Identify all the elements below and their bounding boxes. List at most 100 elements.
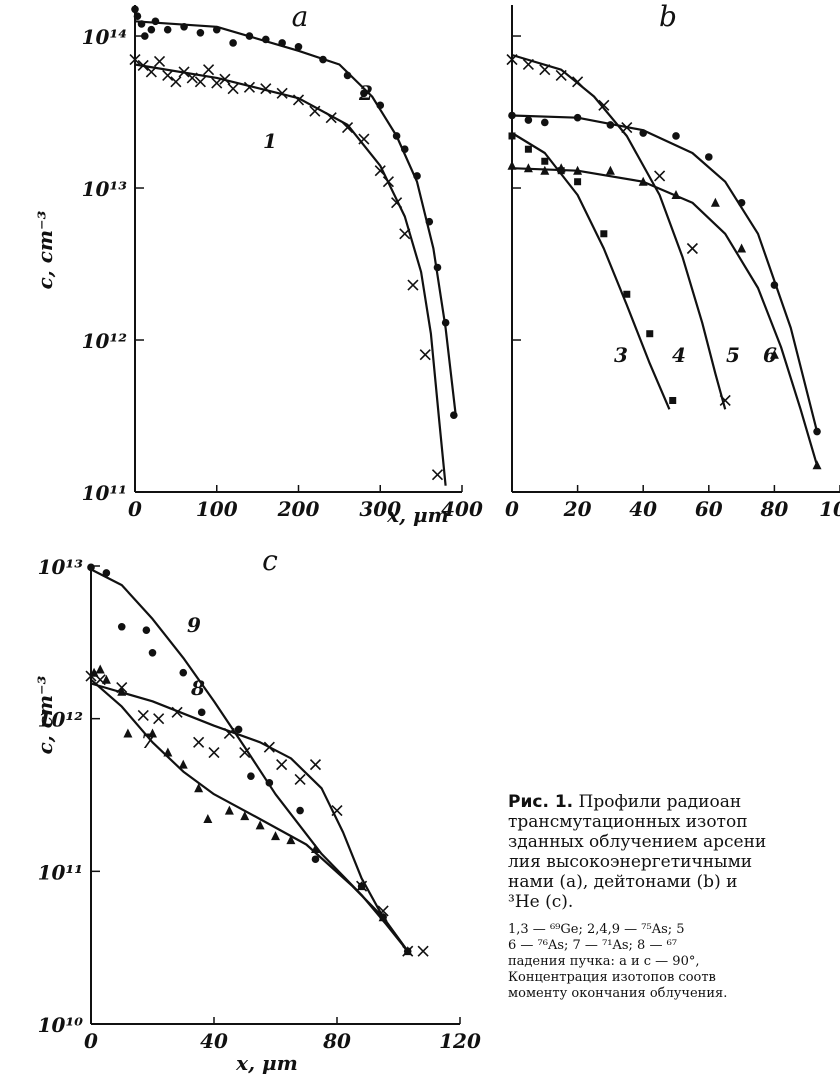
curve-2 <box>134 20 457 414</box>
data-point-5 <box>523 163 533 173</box>
data-point-1 <box>276 87 288 99</box>
data-point-2 <box>151 17 160 26</box>
data-point-8 <box>137 709 149 721</box>
data-point-9 <box>357 882 366 890</box>
x-axis-title-c: x, μm <box>235 1051 298 1075</box>
data-point-1 <box>419 349 431 361</box>
data-point-7 <box>101 674 111 684</box>
data-point-8 <box>193 736 205 748</box>
data-point-4 <box>719 394 731 407</box>
curve-8 <box>90 682 409 952</box>
data-point-4 <box>686 242 698 255</box>
curve-label-9: 9 <box>187 613 201 637</box>
data-point-6 <box>639 129 647 137</box>
data-point-1 <box>145 66 157 78</box>
data-point-4 <box>539 64 551 76</box>
data-point-5 <box>671 189 681 199</box>
data-point-6 <box>770 281 779 289</box>
data-point-7 <box>123 728 133 738</box>
data-point-4 <box>555 69 567 82</box>
x-tick-label-a: 0 <box>128 497 142 521</box>
data-point-2 <box>294 42 303 51</box>
data-point-7 <box>148 728 157 738</box>
y-tick-label-c: 10¹³ <box>38 555 84 579</box>
data-point-9 <box>87 563 95 572</box>
data-point-3 <box>623 290 631 298</box>
data-point-5 <box>573 165 583 175</box>
curve-9 <box>90 568 409 952</box>
data-point-8 <box>276 759 288 771</box>
data-point-1 <box>431 469 444 481</box>
data-point-7 <box>271 831 280 841</box>
x-tick-label-c: 40 <box>200 1029 228 1053</box>
x-tick-label-b: 60 <box>695 497 723 521</box>
data-point-2 <box>376 101 385 110</box>
data-point-9 <box>234 725 243 734</box>
data-point-2 <box>343 71 352 80</box>
panel-label-b: b <box>659 0 677 33</box>
data-point-8 <box>377 905 389 917</box>
data-point-4 <box>654 170 666 182</box>
data-point-6 <box>508 111 516 120</box>
data-point-2 <box>450 411 458 420</box>
data-point-1 <box>382 176 394 188</box>
curve-label-2: 2 <box>358 81 373 105</box>
data-point-8 <box>116 681 128 694</box>
data-point-1 <box>358 133 370 145</box>
data-point-7 <box>203 814 213 824</box>
x-tick-label-a: 300 <box>359 497 401 521</box>
data-point-6 <box>813 427 821 436</box>
data-point-9 <box>311 855 320 864</box>
data-point-1 <box>407 279 419 291</box>
data-point-8 <box>239 746 251 759</box>
data-point-1 <box>129 54 141 66</box>
x-tick-label-a: 400 <box>441 497 483 521</box>
data-point-8 <box>85 670 97 682</box>
x-tick-label-c: 80 <box>322 1029 351 1053</box>
data-point-9 <box>247 772 255 780</box>
x-tick-label-c: 0 <box>84 1029 98 1053</box>
panel-label-a: a <box>292 0 309 33</box>
data-point-3 <box>508 132 516 140</box>
data-point-9 <box>102 569 111 577</box>
data-point-2 <box>131 5 139 14</box>
data-point-1 <box>341 121 354 134</box>
data-point-6 <box>524 116 533 124</box>
data-point-6 <box>573 113 582 122</box>
data-point-6 <box>606 121 615 129</box>
data-point-4 <box>522 58 534 71</box>
data-point-8 <box>417 945 429 957</box>
curve-label-1: 1 <box>263 129 277 153</box>
data-point-9 <box>296 806 304 815</box>
data-point-6 <box>705 153 713 161</box>
data-point-1 <box>178 66 190 78</box>
curve-label-5: 5 <box>726 343 740 367</box>
data-point-4 <box>598 99 610 111</box>
y-tick-label-a: 10¹³ <box>82 177 128 201</box>
x-tick-label-b: 20 <box>563 497 592 521</box>
curve-label-7: 7 <box>141 729 155 753</box>
curve-label-6: 6 <box>763 343 777 367</box>
curve-3 <box>511 132 671 410</box>
data-point-4 <box>572 76 584 88</box>
data-point-5 <box>605 165 615 175</box>
data-point-8 <box>171 706 183 718</box>
data-point-5 <box>769 349 779 359</box>
data-point-1 <box>186 72 198 84</box>
data-point-1 <box>325 112 337 124</box>
curve-1 <box>134 63 447 486</box>
data-point-7 <box>255 820 265 830</box>
data-point-1 <box>137 59 149 72</box>
data-point-8 <box>153 713 165 725</box>
data-point-5 <box>710 197 720 207</box>
data-point-1 <box>309 105 321 117</box>
data-point-1 <box>162 69 174 82</box>
data-point-9 <box>197 708 206 717</box>
data-point-1 <box>292 94 305 106</box>
data-point-2 <box>147 25 156 34</box>
data-point-9 <box>403 947 412 955</box>
data-point-1 <box>227 83 239 95</box>
y-tick-label-c: 10¹¹ <box>38 860 83 884</box>
data-point-7 <box>310 844 320 854</box>
